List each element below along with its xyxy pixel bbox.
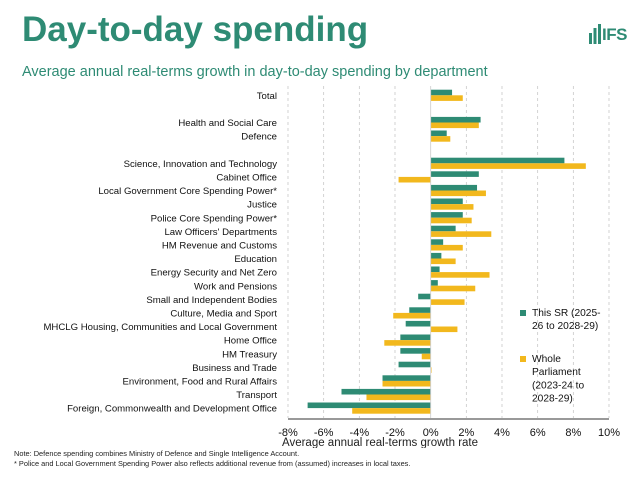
- bar-whole-parliament: [384, 340, 431, 346]
- bar-whole-parliament: [430, 326, 458, 333]
- bar-whole-parliament: [430, 244, 463, 251]
- bar-whole-parliament: [430, 122, 479, 129]
- category-label: Energy Security and Net Zero: [151, 268, 277, 279]
- tick-labels: -8% -6% -4% -2% 0% 2% 4% 6% 8% 10%: [278, 427, 620, 439]
- bar-whole-parliament: [430, 285, 476, 292]
- bar-this-sr: [430, 212, 463, 218]
- category-label: Total: [257, 91, 277, 102]
- bar-this-sr: [418, 293, 431, 300]
- category-labels: Total Health and Social Care Defence Scienc…: [43, 91, 277, 415]
- bar-this-sr: [430, 266, 440, 273]
- category-label: Foreign, Commonwealth and Development Of…: [67, 404, 277, 415]
- bar-chart: Total Health and Social Care Defence Scienc…: [43, 86, 620, 448]
- footnote-defence: Note: Defence spending combines Ministry…: [14, 449, 300, 458]
- category-label: Cabinet Office: [216, 173, 277, 184]
- bar-whole-parliament: [430, 204, 474, 210]
- bar-this-sr: [430, 184, 478, 191]
- x-tick-label: -8%: [278, 427, 298, 439]
- category-label: Justice: [247, 200, 277, 211]
- category-label: Education: [234, 254, 277, 265]
- x-tick-label: 6%: [530, 427, 546, 439]
- category-label: Home Office: [224, 336, 277, 347]
- category-label: HM Revenue and Customs: [162, 241, 277, 252]
- category-label: Small and Independent Bodies: [146, 295, 277, 306]
- bar-this-sr: [430, 280, 438, 286]
- legend-swatch: [520, 310, 526, 316]
- bar-this-sr: [400, 334, 431, 341]
- bar-this-sr: [430, 252, 442, 259]
- bar-this-sr: [400, 348, 431, 354]
- bar-whole-parliament: [398, 176, 431, 183]
- category-label: Local Government Core Spending Power*: [98, 186, 277, 197]
- x-tick-label: 10%: [598, 427, 620, 439]
- chart-subtitle: Average annual real-terms growth in day-…: [22, 64, 488, 80]
- footnotes: Note: Defence spending combines Ministry…: [14, 449, 410, 469]
- logo-bars-icon: [589, 24, 601, 44]
- category-label: HM Treasury: [222, 349, 277, 360]
- grid-lines: [287, 86, 610, 418]
- category-label: Business and Trade: [192, 363, 277, 374]
- bar-whole-parliament: [430, 299, 465, 305]
- bar-this-sr: [405, 320, 431, 327]
- bar-this-sr: [430, 130, 447, 137]
- bar-this-sr: [409, 307, 431, 313]
- footnote-local-taxes: * Police and Local Government Spending P…: [14, 459, 411, 468]
- bar-whole-parliament: [430, 231, 492, 237]
- category-label: Defence: [241, 132, 277, 143]
- bar-whole-parliament: [430, 95, 463, 101]
- bar-this-sr: [307, 402, 431, 409]
- category-label: Science, Innovation and Technology: [124, 159, 278, 170]
- legend: This SR (2025-26 to 2028-29) Whole Parliam…: [520, 308, 601, 405]
- bars: [307, 89, 586, 414]
- x-tick-label: -6%: [314, 427, 334, 439]
- bar-this-sr: [382, 375, 431, 381]
- bar-whole-parliament: [430, 163, 586, 169]
- legend-swatch: [520, 356, 526, 362]
- legend-label: This SR (2025-26 to 2028-29): [532, 308, 601, 332]
- bar-whole-parliament: [430, 190, 486, 197]
- x-tick-label: -4%: [350, 427, 370, 439]
- bar-this-sr: [430, 225, 456, 232]
- bar-whole-parliament: [430, 258, 456, 265]
- bar-this-sr: [398, 361, 431, 368]
- x-tick-label: 0%: [423, 427, 439, 439]
- bar-whole-parliament: [430, 272, 490, 278]
- bar-whole-parliament: [393, 312, 431, 319]
- axis: [288, 86, 609, 420]
- ifs-logo: IFS: [588, 20, 628, 48]
- x-tick-label: 2%: [458, 427, 474, 439]
- bar-this-sr: [430, 198, 463, 205]
- category-label: Police Core Spending Power*: [151, 213, 278, 224]
- x-tick-label: 8%: [565, 427, 581, 439]
- category-label: Health and Social Care: [178, 118, 277, 129]
- bar-whole-parliament: [366, 394, 431, 401]
- logo-text: IFS: [602, 25, 627, 44]
- category-label: Environment, Food and Rural Affairs: [123, 377, 278, 388]
- category-label: Culture, Media and Sport: [170, 309, 277, 320]
- bar-whole-parliament: [352, 408, 431, 414]
- bar-this-sr: [341, 388, 431, 395]
- bar-whole-parliament: [382, 380, 431, 387]
- bar-this-sr: [430, 157, 565, 164]
- category-label: Work and Pensions: [194, 281, 277, 292]
- bar-this-sr: [430, 89, 453, 96]
- x-tick-label: -2%: [385, 427, 405, 439]
- page-title: Day-to-day spending: [22, 10, 369, 49]
- bar-this-sr: [430, 239, 444, 245]
- category-label: Law Officers' Departments: [164, 227, 277, 238]
- bar-this-sr: [430, 171, 479, 177]
- bar-this-sr: [430, 116, 481, 123]
- bar-whole-parliament: [430, 136, 451, 142]
- category-label: Transport: [236, 390, 277, 401]
- x-axis-label: Average annual real-terms growth rate: [282, 437, 478, 448]
- bar-whole-parliament: [421, 353, 431, 360]
- legend-label: Whole Parliament (2023-24 to 2028-29): [532, 354, 584, 405]
- x-tick-label: 4%: [494, 427, 510, 439]
- bar-whole-parliament: [430, 217, 472, 224]
- category-label: MHCLG Housing, Communities and Local Gov…: [43, 322, 277, 333]
